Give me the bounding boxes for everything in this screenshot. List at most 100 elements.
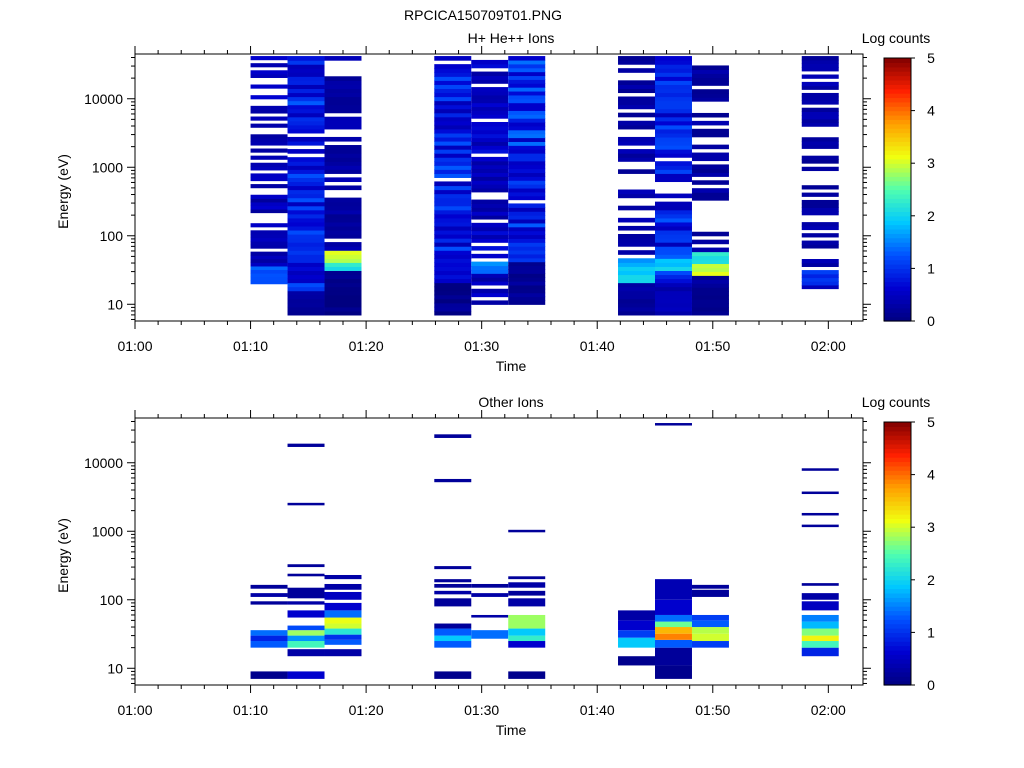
spectrogram-cell [324,628,362,635]
colorbar-swatch [884,255,911,261]
spectrogram-cell [691,633,729,642]
spectrogram-cell [655,132,692,138]
colorbar-swatch [884,544,911,550]
y-tick-label: 10000 [84,91,123,107]
spectrogram-cell [655,153,692,158]
x-tick-label: 01:40 [580,702,615,718]
colorbar-swatch [884,540,911,546]
spectrogram-cell [691,584,729,589]
spectrogram-cell [618,104,655,110]
colorbar-swatch [884,588,911,594]
spectrogram-cell [324,574,362,580]
colorbar-swatch [884,189,911,195]
spectrogram-cell [508,75,546,80]
spectrogram-cell [434,242,472,247]
spectrogram-cell [250,184,288,189]
spectrogram-cell [618,124,655,130]
spectrogram-cell [250,262,288,267]
spectrogram-cell [434,197,472,203]
spectrogram-cell [434,149,472,154]
spectrogram-cell [801,111,839,116]
spectrogram-cell [471,207,509,212]
spectrogram-cell [287,262,325,267]
colorbar-swatch [884,500,911,506]
colorbar-swatch [884,158,911,164]
spectrogram-cell [287,573,325,577]
colorbar-swatch [884,281,911,287]
spectrogram-cell [691,192,729,197]
colorbar-swatch [884,597,911,603]
colorbar-swatch [884,66,911,72]
spectrogram-cell [655,238,692,243]
spectrogram-cell [655,258,692,263]
spectrogram-cell [801,137,839,142]
spectrogram-cell [471,149,509,154]
spectrogram-cell [801,96,839,101]
spectrogram-cell [508,242,546,247]
spectrogram-cell [508,576,546,580]
x-axis-label: Time [496,358,527,374]
spectrogram-cell [801,185,839,190]
colorbar-label: Log counts [862,30,931,46]
spectrogram-cell [655,112,692,118]
spectrogram-cell [471,261,509,267]
spectrogram-cell [324,80,362,85]
spectrogram-cell [618,258,655,263]
spectrogram-cell [508,133,546,139]
spectrogram-cell [434,270,472,276]
colorbar-swatch [884,663,911,669]
spectrogram-cell [471,630,509,639]
spectrogram-cell [508,222,546,228]
spectrogram-cell [508,257,546,263]
spectrogram-cell [655,274,692,280]
colorbar-swatch [884,316,911,322]
spectrogram-cell [801,222,839,227]
spectrogram-cell [287,201,325,207]
spectrogram-cell [618,282,655,288]
spectrogram-cell [250,84,288,89]
spectrogram-cell [655,161,692,166]
spectrogram-cell [287,197,325,203]
spectrogram-cell [471,180,509,185]
colorbar-swatch [884,259,911,265]
spectrogram-cell [508,110,546,115]
spectrogram-cell [434,217,472,223]
spectrogram-cell [655,201,692,207]
spectrogram-cell [287,217,325,223]
colorbar: 0 1 2 3 4 5 Log counts [862,394,935,693]
spectrogram-cell [508,114,546,119]
colorbar-swatch [884,303,911,309]
spectrogram-cell [655,136,692,142]
spectrogram-cell [508,598,546,607]
spectrogram-cell [691,239,729,245]
spectrogram-cell [655,266,692,272]
spectrogram-cell [471,593,509,597]
spectrogram-cell [655,64,692,69]
spectrogram-cell [324,185,362,191]
spectrogram-cell [324,84,362,90]
spectrogram-cell [287,270,325,276]
spectrogram-cell [287,205,325,211]
spectrogram-cell [250,173,288,178]
spectrogram-cell [655,84,692,90]
spectrogram-cell [324,205,362,211]
spectrogram-cell [801,647,839,657]
spectrogram-cell [434,100,472,106]
spectrogram-cell [618,637,655,648]
spectrogram-cell [618,205,655,211]
spectrogram-cell [434,112,472,118]
spectrogram-cell [287,258,325,263]
spectrogram-cell [287,502,325,506]
colorbar-swatch [884,268,911,274]
spectrogram-cell [434,64,472,69]
spectrogram-cell [471,281,509,286]
spectrogram-cell [324,623,362,629]
spectrogram-cell [801,63,839,68]
spectrogram-cell [655,72,692,77]
spectrogram-cell [691,120,729,126]
spectrogram-cell [618,278,655,284]
spectrogram-cell [618,100,655,106]
spectrogram-cell [508,94,546,100]
spectrogram-cell [508,56,546,61]
spectrogram-cell [287,169,325,174]
